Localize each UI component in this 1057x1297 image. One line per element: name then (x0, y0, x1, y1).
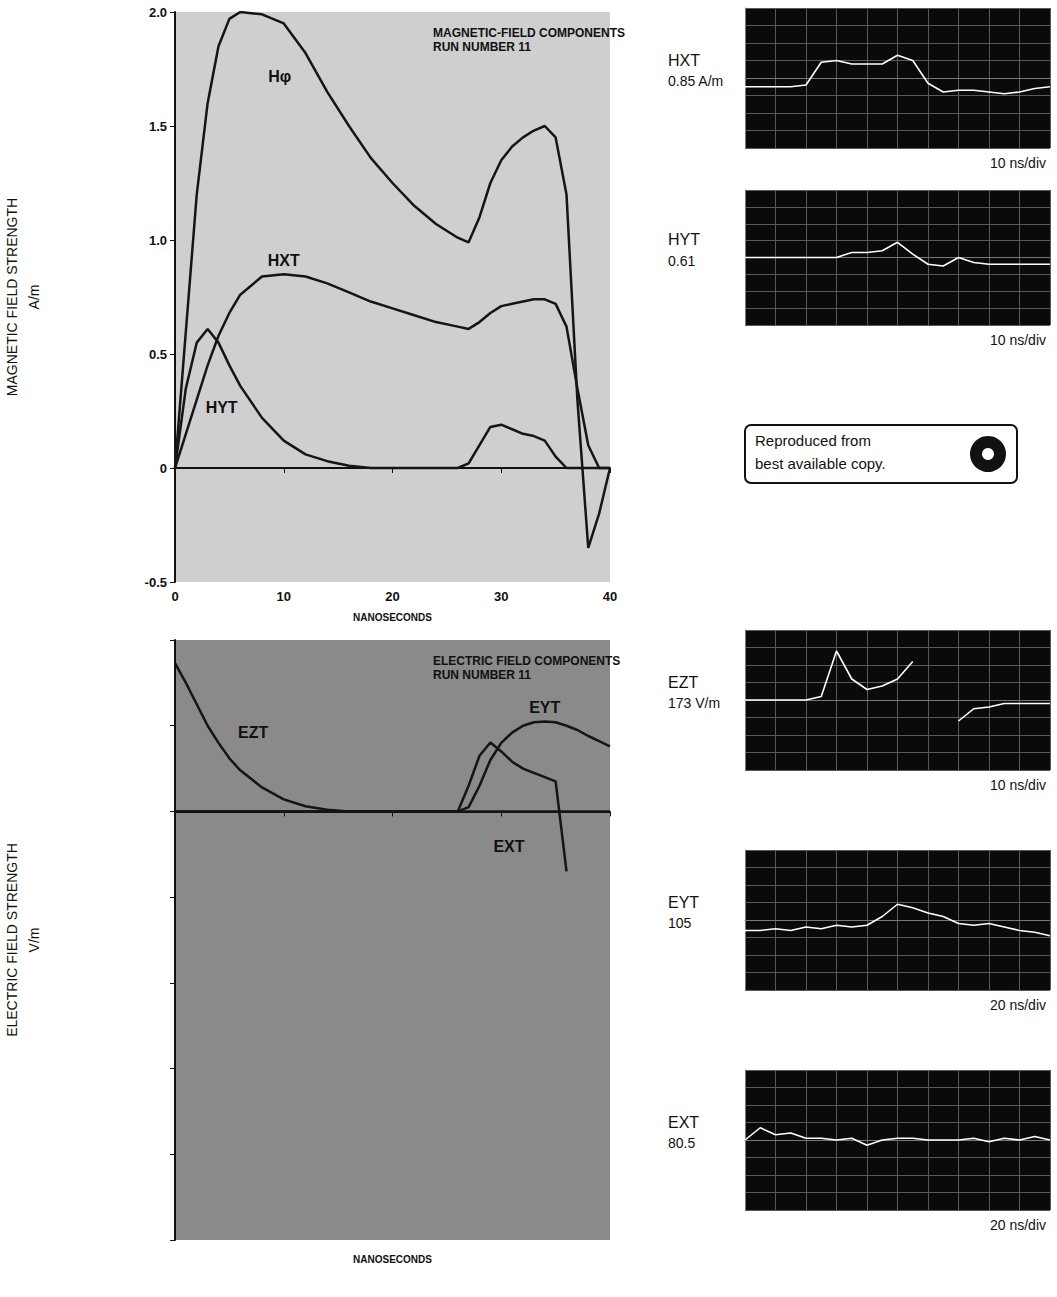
svg-text:EZT: EZT (668, 674, 698, 691)
svg-text:1.5: 1.5 (149, 119, 167, 134)
svg-text:20 ns/div: 20 ns/div (990, 1217, 1046, 1233)
svg-text:EYT: EYT (529, 699, 560, 716)
svg-text:NANOSECONDS: NANOSECONDS (353, 1254, 432, 1265)
svg-text:80.5: 80.5 (668, 1135, 695, 1151)
svg-text:173 V/m: 173 V/m (668, 695, 720, 711)
svg-text:EYT: EYT (668, 894, 699, 911)
svg-text:A/m: A/m (26, 285, 42, 310)
svg-text:MAGNETIC-FIELD COMPONENTS: MAGNETIC-FIELD COMPONENTS (433, 26, 625, 40)
svg-text:Reproduced from: Reproduced from (755, 432, 871, 449)
svg-text:HYT: HYT (206, 399, 238, 416)
svg-text:105: 105 (668, 915, 692, 931)
svg-text:0: 0 (160, 461, 167, 476)
svg-text:0: 0 (171, 589, 178, 604)
svg-text:RUN NUMBER 11: RUN NUMBER 11 (433, 668, 531, 682)
svg-text:V/m: V/m (26, 928, 42, 953)
svg-text:2.0: 2.0 (149, 5, 167, 20)
svg-text:MAGNETIC FIELD STRENGTH: MAGNETIC FIELD STRENGTH (4, 198, 20, 396)
svg-text:ELECTRIC FIELD COMPONENTS: ELECTRIC FIELD COMPONENTS (433, 654, 620, 668)
svg-text:-0.5: -0.5 (145, 575, 167, 590)
svg-text:20 ns/div: 20 ns/div (990, 997, 1046, 1013)
svg-text:RUN NUMBER 11: RUN NUMBER 11 (433, 40, 531, 54)
svg-text:ELECTRIC FIELD STRENGTH: ELECTRIC FIELD STRENGTH (4, 843, 20, 1037)
svg-text:10 ns/div: 10 ns/div (990, 777, 1046, 793)
svg-text:1.0: 1.0 (149, 233, 167, 248)
svg-text:40: 40 (603, 589, 617, 604)
svg-text:EXT: EXT (493, 838, 524, 855)
svg-text:0.5: 0.5 (149, 347, 167, 362)
svg-text:NANOSECONDS: NANOSECONDS (353, 612, 432, 623)
svg-text:HXT: HXT (668, 52, 700, 69)
svg-text:0.61: 0.61 (668, 253, 695, 269)
svg-text:EXT: EXT (668, 1114, 699, 1131)
svg-text:EZT: EZT (238, 724, 268, 741)
svg-text:10: 10 (277, 589, 291, 604)
svg-text:0.85 A/m: 0.85 A/m (668, 73, 723, 89)
svg-text:30: 30 (494, 589, 508, 604)
svg-text:HYT: HYT (668, 231, 700, 248)
svg-text:HXT: HXT (268, 252, 300, 269)
svg-text:10 ns/div: 10 ns/div (990, 332, 1046, 348)
svg-text:Hφ: Hφ (268, 68, 291, 85)
svg-text:best available copy.: best available copy. (755, 455, 886, 472)
svg-text:10 ns/div: 10 ns/div (990, 155, 1046, 171)
svg-text:20: 20 (385, 589, 399, 604)
